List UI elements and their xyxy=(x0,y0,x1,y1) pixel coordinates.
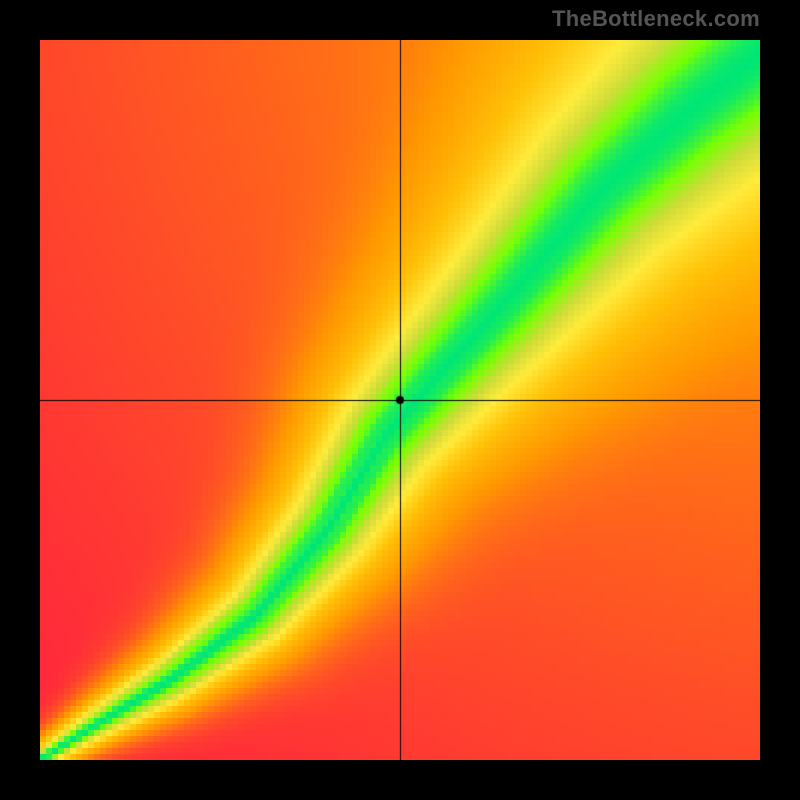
chart-container: { "attribution": { "text": "TheBottlenec… xyxy=(0,0,800,800)
crosshair-overlay xyxy=(40,40,760,760)
attribution-text: TheBottleneck.com xyxy=(552,6,760,32)
